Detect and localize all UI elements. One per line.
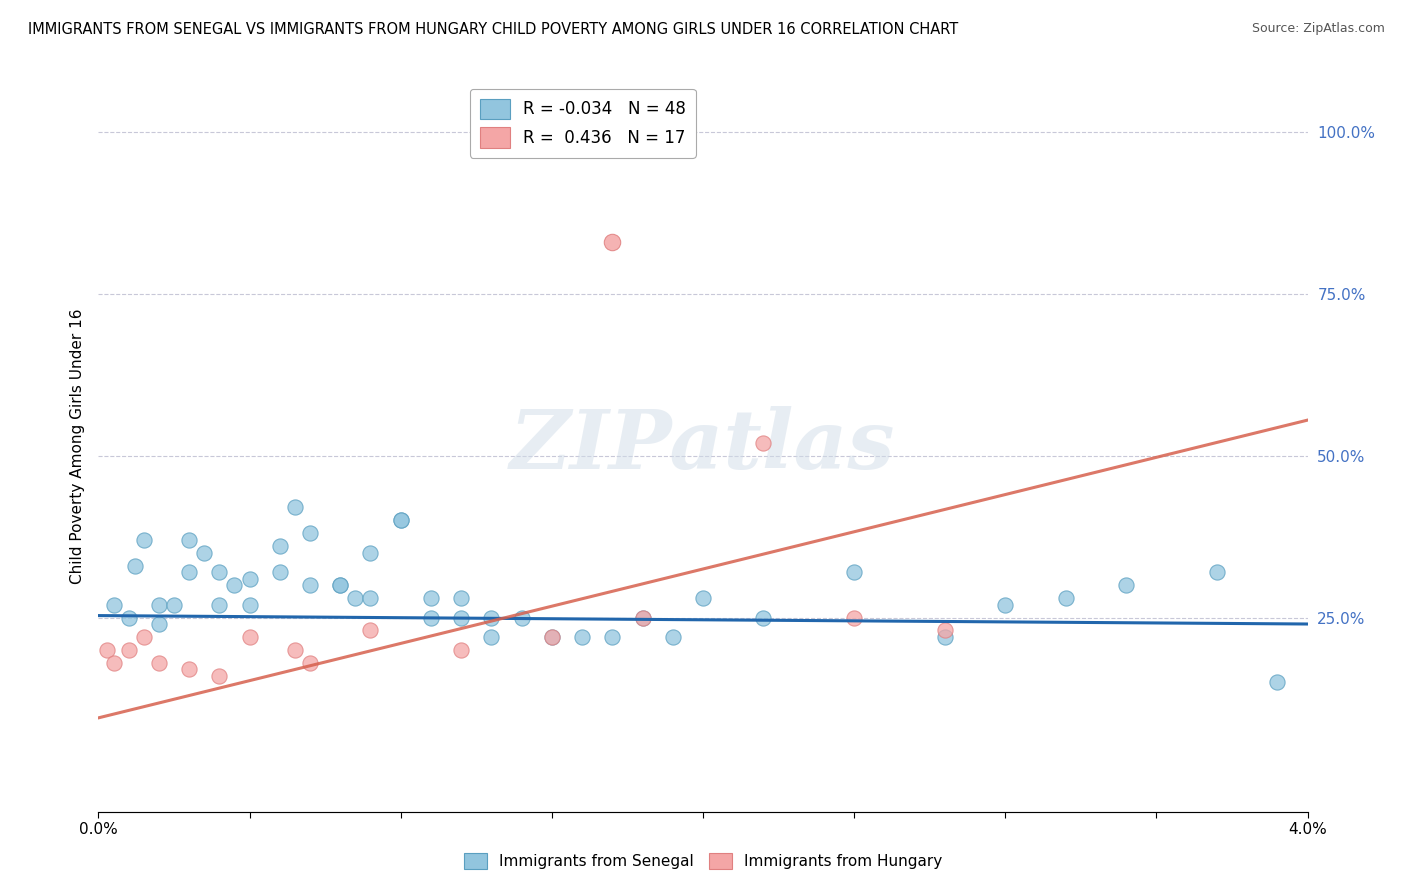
Point: [389, 513, 412, 527]
Point: [344, 591, 367, 606]
Point: [389, 513, 412, 527]
Point: [510, 610, 533, 624]
Point: [631, 610, 654, 624]
Point: [450, 643, 472, 657]
Text: IMMIGRANTS FROM SENEGAL VS IMMIGRANTS FROM HUNGARY CHILD POVERTY AMONG GIRLS UND: IMMIGRANTS FROM SENEGAL VS IMMIGRANTS FR…: [28, 22, 959, 37]
Point: [239, 630, 262, 644]
Point: [118, 643, 141, 657]
Point: [844, 566, 866, 580]
Point: [692, 591, 714, 606]
Point: [420, 610, 443, 624]
Point: [1054, 591, 1077, 606]
Point: [420, 591, 443, 606]
Point: [118, 610, 141, 624]
Point: [1206, 566, 1229, 580]
Point: [284, 500, 307, 515]
Point: [994, 598, 1017, 612]
Point: [208, 598, 231, 612]
Point: [602, 630, 624, 644]
Point: [269, 539, 291, 553]
Point: [124, 558, 146, 573]
Point: [661, 630, 683, 644]
Point: [360, 624, 382, 638]
Point: [844, 610, 866, 624]
Point: [1115, 578, 1137, 592]
Point: [179, 566, 201, 580]
Point: [148, 617, 170, 632]
Point: [329, 578, 352, 592]
Point: [103, 598, 125, 612]
Point: [132, 630, 155, 644]
Point: [571, 630, 593, 644]
Point: [540, 630, 562, 644]
Text: Source: ZipAtlas.com: Source: ZipAtlas.com: [1251, 22, 1385, 36]
Legend: R = -0.034   N = 48, R =  0.436   N = 17: R = -0.034 N = 48, R = 0.436 N = 17: [470, 88, 696, 158]
Point: [284, 643, 307, 657]
Point: [148, 656, 170, 670]
Point: [540, 630, 562, 644]
Point: [299, 578, 322, 592]
Point: [450, 610, 472, 624]
Point: [193, 546, 215, 560]
Text: ZIPatlas: ZIPatlas: [510, 406, 896, 486]
Point: [752, 610, 775, 624]
Point: [163, 598, 186, 612]
Point: [96, 643, 118, 657]
Point: [360, 591, 382, 606]
Point: [1267, 675, 1289, 690]
Point: [631, 610, 654, 624]
Point: [360, 546, 382, 560]
Point: [752, 435, 775, 450]
Y-axis label: Child Poverty Among Girls Under 16: Child Poverty Among Girls Under 16: [69, 309, 84, 583]
Point: [148, 598, 170, 612]
Legend: Immigrants from Senegal, Immigrants from Hungary: Immigrants from Senegal, Immigrants from…: [457, 847, 949, 875]
Point: [103, 656, 125, 670]
Point: [934, 630, 956, 644]
Point: [132, 533, 155, 547]
Point: [934, 624, 956, 638]
Point: [299, 526, 322, 541]
Point: [224, 578, 246, 592]
Point: [239, 572, 262, 586]
Point: [208, 566, 231, 580]
Point: [481, 610, 503, 624]
Point: [269, 566, 291, 580]
Point: [299, 656, 322, 670]
Point: [239, 598, 262, 612]
Point: [602, 235, 624, 249]
Point: [208, 669, 231, 683]
Point: [179, 662, 201, 676]
Point: [329, 578, 352, 592]
Point: [450, 591, 472, 606]
Point: [481, 630, 503, 644]
Point: [179, 533, 201, 547]
